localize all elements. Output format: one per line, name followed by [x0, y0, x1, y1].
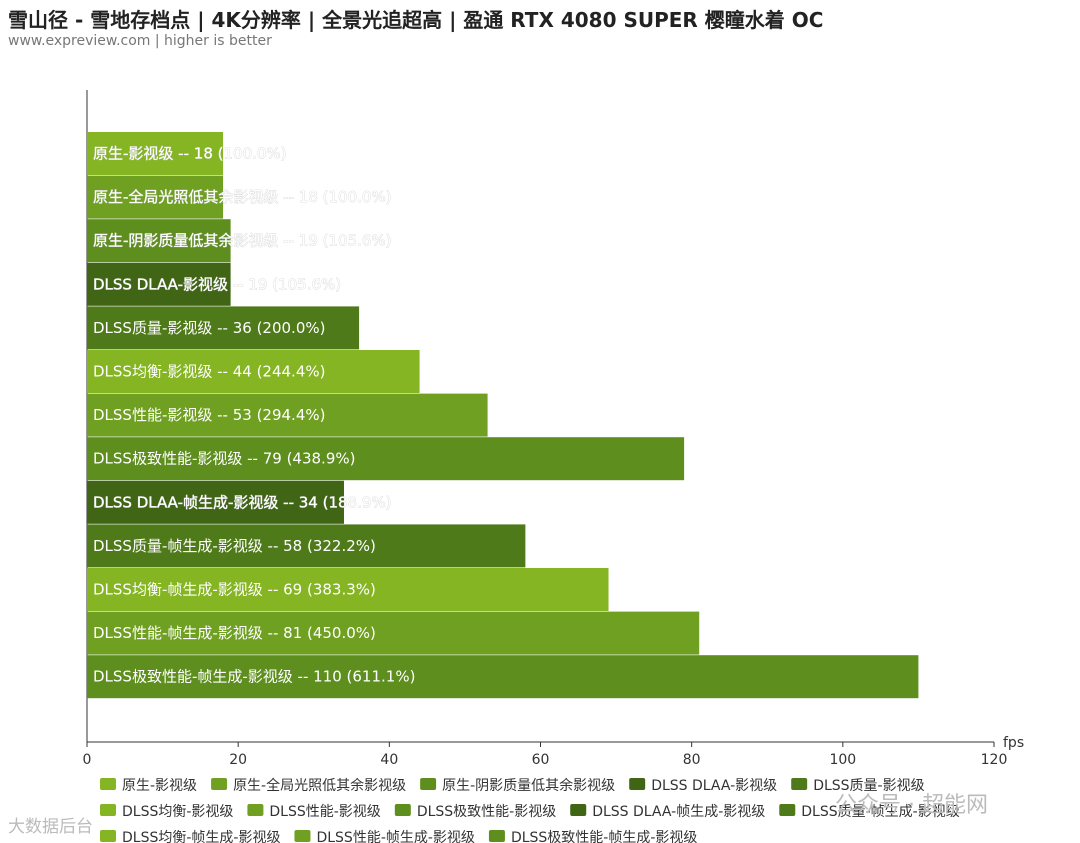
legend-swatch-9 [570, 804, 587, 816]
bar-2 [87, 175, 224, 219]
legend-label-7: DLSS性能-影视级 [269, 804, 380, 820]
legend-swatch-3 [420, 778, 437, 790]
bar-label-11: DLSS均衡-帧生成-影视级 -- 69 (383.3%) [93, 581, 376, 599]
legend-label-10: DLSS质量-帧生成-影视级 [801, 804, 959, 820]
legend-item-9: DLSS DLAA-帧生成-影视级 [570, 804, 765, 820]
legend-item-1: 原生-影视级 [100, 778, 197, 794]
bar-label-6: DLSS均衡-影视级 -- 44 (244.4%) [93, 363, 325, 381]
legend-label-2: 原生-全局光照低其余影视级 [233, 777, 406, 794]
bar-4 [87, 262, 231, 306]
bar-13 [87, 655, 919, 699]
bar-6 [87, 350, 420, 393]
legend-swatch-10 [779, 804, 796, 816]
legend-swatch-4 [629, 778, 646, 790]
legend-item-13: DLSS极致性能-帧生成-影视级 [488, 830, 697, 843]
bar-label-10: DLSS质量-帧生成-影视级 -- 58 (322.2%) [93, 537, 376, 555]
legend-swatch-12 [294, 830, 311, 842]
legend-item-2: 原生-全局光照低其余影视级 [211, 777, 406, 794]
bar-label-7: DLSS性能-影视级 -- 53 (294.4%) [93, 406, 325, 424]
bar-label-5: DLSS质量-影视级 -- 36 (200.0%) [93, 319, 325, 337]
legend-swatch-7 [247, 804, 264, 816]
bar-7 [87, 393, 488, 437]
legend-item-6: DLSS均衡-影视级 [100, 804, 233, 820]
legend-label-1: 原生-影视级 [122, 778, 197, 794]
bar-label-8: DLSS极致性能-影视级 -- 79 (438.9%) [93, 450, 355, 468]
legend-label-6: DLSS均衡-影视级 [122, 804, 233, 820]
legend-swatch-11 [100, 830, 116, 842]
bar-1 [87, 132, 224, 175]
legend-label-3: 原生-阴影质量低其余影视级 [442, 777, 615, 794]
bar-9 [87, 480, 344, 524]
legend-item-5: DLSS质量-影视级 [791, 778, 925, 794]
legend-item-8: DLSS极致性能-影视级 [394, 804, 556, 820]
legend-label-5: DLSS质量-影视级 [813, 778, 924, 794]
chart-title: 雪山径 - 雪地存档点 | 4K分辨率 | 全景光追超高 | 盈通 RTX 40… [8, 8, 824, 32]
legend-swatch-6 [100, 804, 116, 816]
bar-label-12: DLSS性能-帧生成-影视级 -- 81 (450.0%) [93, 624, 376, 642]
legend-label-8: DLSS极致性能-影视级 [417, 804, 556, 820]
x-tick-label-100: 100 [829, 752, 856, 768]
x-tick-label-80: 80 [683, 752, 701, 768]
bar-label-4: DLSS DLAA-影视级 -- 19 (105.6%) [93, 275, 341, 293]
x-tick-label-0: 0 [83, 752, 92, 768]
watermark-right: 公众号 · 超能网 [835, 793, 988, 818]
bar-10 [87, 524, 526, 568]
legend-swatch-2 [211, 778, 228, 790]
legend-swatch-13 [488, 830, 505, 842]
bar-label-3: 原生-阴影质量低其余影视级 -- 19 (105.6%) [93, 232, 392, 250]
legend-item-7: DLSS性能-影视级 [247, 804, 381, 820]
legend-item-12: DLSS性能-帧生成-影视级 [294, 830, 475, 843]
bar-label-13: DLSS极致性能-帧生成-影视级 -- 110 (611.1%) [93, 668, 415, 686]
bar-12 [87, 611, 700, 655]
legend-label-4: DLSS DLAA-影视级 [651, 778, 777, 794]
legend-label-11: DLSS均衡-帧生成-影视级 [122, 830, 280, 843]
legend-swatch-5 [791, 778, 808, 790]
legend-swatch-8 [394, 804, 411, 816]
bar-11 [87, 568, 609, 611]
x-tick-label-120: 120 [981, 752, 1008, 768]
bar-label-9: DLSS DLAA-帧生成-影视级 -- 34 (188.9%) [93, 493, 392, 511]
x-tick-label-40: 40 [380, 752, 398, 768]
bar-label-1: 原生-影视级 -- 18 (100.0%) [93, 145, 287, 163]
bar-5 [87, 306, 360, 350]
legend-swatch-1 [100, 778, 116, 790]
legend-item-11: DLSS均衡-帧生成-影视级 [100, 830, 280, 843]
legend-label-13: DLSS极致性能-帧生成-影视级 [511, 830, 697, 843]
x-tick-label-20: 20 [229, 752, 247, 768]
bar-label-2: 原生-全局光照低其余影视级 -- 18 (100.0%) [93, 188, 392, 206]
x-tick-label-60: 60 [532, 752, 550, 768]
x-axis-label: fps [1003, 735, 1024, 751]
legend-item-10: DLSS质量-帧生成-影视级 [779, 804, 960, 820]
bar-8 [87, 437, 685, 481]
legend-item-4: DLSS DLAA-影视级 [629, 778, 777, 794]
bar-3 [87, 219, 231, 263]
legend-label-12: DLSS性能-帧生成-影视级 [316, 830, 474, 843]
legend-item-3: 原生-阴影质量低其余影视级 [420, 777, 615, 794]
watermark-left: 大数据后台 [8, 817, 93, 837]
chart-subtitle: www.expreview.com | higher is better [8, 33, 272, 49]
legend-label-9: DLSS DLAA-帧生成-影视级 [592, 804, 765, 820]
